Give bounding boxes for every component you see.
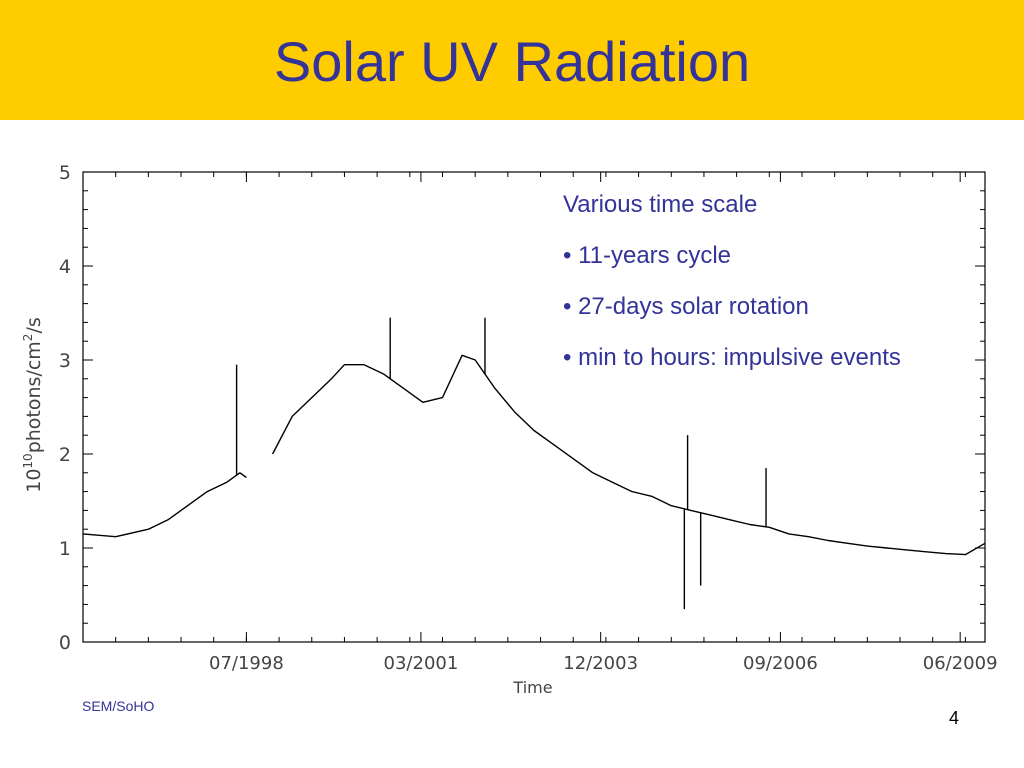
- x-tick-label: 12/2003: [563, 653, 638, 674]
- x-tick-label: 07/1998: [209, 653, 284, 674]
- x-axis: 07/1998 03/2001 12/2003 09/2006 06/2009: [82, 172, 998, 674]
- y-axis: 0 1 2 3 4 5: [59, 162, 985, 654]
- x-tick-label: 09/2006: [743, 653, 818, 674]
- note-heading: Various time scale: [563, 191, 758, 218]
- uv-radiation-chart: 0 1 2 3 4 5 07/1998 03/2001 12/2003 09/2006 06/20…: [21, 162, 998, 697]
- x-tick-label: 03/2001: [384, 653, 459, 674]
- note-item: • 11-years cycle: [563, 242, 732, 269]
- y-tick-label: 1: [59, 538, 71, 560]
- plot-border: [82, 171, 986, 643]
- y-axis-title-base: 10: [23, 469, 45, 493]
- x-axis-title: Time: [512, 678, 552, 697]
- notes-box: Various time scale • 11-years cycle • 27…: [563, 192, 983, 396]
- y-tick-label: 4: [59, 256, 71, 278]
- slide-title: Solar UV Radiation: [273, 30, 751, 93]
- y-tick-label: 3: [59, 350, 71, 372]
- x-tick-label: 06/2009: [923, 653, 998, 674]
- series-layer: [82, 317, 986, 610]
- y-axis-title: 1010photons/cm2/s: [21, 317, 45, 493]
- page-number: 4: [949, 708, 960, 728]
- title-band: [0, 0, 1024, 120]
- y-axis-title-exp: 10: [21, 453, 35, 468]
- y-axis-title-mid: photons/cm: [23, 341, 45, 453]
- uv-flux-line: [82, 354, 986, 556]
- plot-frame: [82, 171, 986, 643]
- note-item: • min to hours: impulsive events: [563, 344, 901, 371]
- y-tick-label: 0: [59, 632, 71, 654]
- source-label: SEM/SoHO: [82, 698, 155, 714]
- note-item: • 27-days solar rotation: [563, 293, 809, 320]
- y-axis-title-tail: /s: [23, 317, 45, 333]
- y-tick-label: 2: [59, 444, 71, 466]
- y-axis-title-exp2: 2: [21, 334, 35, 342]
- y-tick-label: 5: [59, 162, 71, 184]
